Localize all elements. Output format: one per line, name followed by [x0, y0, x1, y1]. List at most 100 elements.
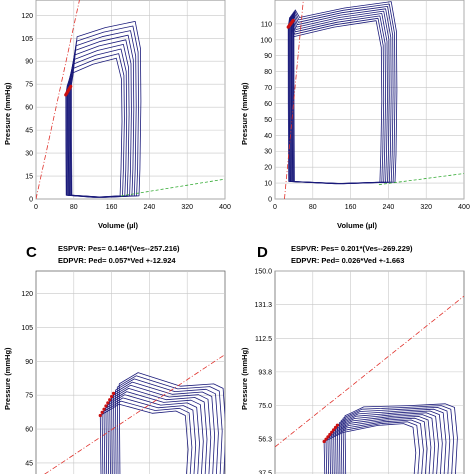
y-tick-label: 105: [21, 36, 33, 43]
y-tick-label: 0: [29, 197, 33, 204]
y-tick-label: 30: [25, 151, 33, 158]
y-tick-label: 45: [25, 460, 33, 467]
panel-d: D ESPVR: Pes= 0.201*(Ves--269.229) EDPVR…: [240, 244, 465, 474]
x-tick-label: 160: [106, 204, 118, 211]
pv-loop: [333, 414, 436, 474]
pv-loop: [338, 408, 447, 474]
y-tick-label: 100: [260, 37, 272, 44]
x-tick-label: 160: [345, 204, 357, 211]
pv-loops: [65, 21, 142, 198]
pv-loop: [113, 381, 215, 474]
y-tick-label: 56.3: [258, 437, 272, 444]
x-tick-label: 0: [273, 204, 277, 211]
end-systolic-point: [108, 398, 112, 402]
y-tick-label: 110: [261, 21, 272, 28]
panel-b: 0 10 20 30 40 50 60 70 80 90 100 110 0 80 160 240 320 40…: [240, 0, 470, 230]
y-axis-label: Pressure (mmHg): [3, 347, 12, 410]
pv-loop: [101, 400, 193, 474]
pv-loop: [331, 416, 432, 474]
end-systolic-point: [69, 84, 73, 88]
pv-loop: [103, 397, 197, 474]
x-tick-label: 400: [458, 204, 470, 211]
y-tick-label: 50: [264, 117, 272, 124]
panel-label-c: C: [26, 244, 37, 261]
y-tick-labels: 0 15 30 45 60 75 90 105 120: [21, 13, 33, 204]
y-axis-label: Pressure (mmHg): [3, 82, 12, 145]
espvr-line: [275, 295, 464, 448]
y-tick-label: 75: [25, 82, 33, 89]
panel-a: 0 15 30 45 60 75 90 105 120 0 80 160 240 320 400 Volu…: [3, 0, 231, 230]
espvr-line: [284, 0, 304, 199]
pv-loop: [325, 421, 420, 474]
y-tick-label: 150.0: [254, 269, 272, 276]
x-axis-label: Volume (µl): [98, 221, 139, 230]
end-systolic-point: [328, 432, 332, 437]
y-tick-label: 90: [264, 53, 272, 60]
pv-loop: [335, 412, 439, 474]
pv-loop: [323, 423, 417, 474]
pv-loop: [292, 3, 396, 185]
pv-loop: [327, 419, 424, 474]
x-tick-label: 240: [383, 204, 395, 211]
edpvr-equation: EDPVR: Ped= 0.057*Ved +-12.924: [58, 256, 176, 265]
y-tick-label: 30: [264, 149, 272, 156]
pv-loop: [288, 16, 385, 185]
pv-loop: [329, 417, 428, 474]
end-systolic-point: [98, 413, 102, 418]
y-tick-labels: 45 60 75 90 105 120: [21, 291, 33, 467]
x-tick-label: 320: [181, 204, 193, 211]
y-axis-label: Pressure (mmHg): [240, 347, 249, 410]
end-systolic-point: [106, 401, 110, 405]
y-tick-label: 60: [25, 427, 33, 434]
pv-loop: [290, 10, 390, 185]
espvr-line: [44, 354, 225, 474]
x-tick-label: 320: [420, 204, 432, 211]
pv-loops: [99, 372, 225, 474]
end-systolic-point: [100, 410, 104, 414]
y-tick-label: 90: [25, 59, 33, 66]
end-systolic-point: [326, 435, 330, 439]
y-tick-label: 131.3: [254, 302, 272, 309]
x-tick-label: 400: [219, 204, 231, 211]
y-tick-label: 0: [268, 197, 272, 204]
x-axis-label: Volume (µl): [337, 221, 378, 230]
end-systolic-point: [102, 407, 106, 411]
x-tick-label: 240: [144, 204, 156, 211]
pv-loop: [340, 407, 451, 474]
panel-c: C ESPVR: Pes= 0.146*(Ves--257.216) EDPVR…: [3, 244, 226, 474]
y-tick-label: 93.8: [258, 369, 272, 376]
end-systolic-point: [331, 428, 336, 432]
end-systolic-point: [111, 391, 116, 395]
end-systolic-point: [322, 439, 326, 444]
y-tick-label: 75: [25, 393, 33, 400]
pv-loop: [344, 403, 458, 474]
y-tick-labels: 37.5 56.3 75.0 93.8 112.5 131.3 150.0: [254, 269, 272, 474]
pv-loop: [118, 372, 225, 474]
fit-lines: [275, 295, 464, 448]
y-tick-label: 75.0: [258, 403, 272, 410]
end-systolic-point: [291, 18, 295, 22]
fit-lines: [44, 354, 225, 474]
panel-label-d: D: [257, 244, 268, 261]
plot-frame: [274, 270, 465, 474]
end-systolic-point: [330, 430, 334, 434]
pv-loop: [337, 410, 443, 474]
pv-loop: [289, 15, 386, 185]
y-tick-label: 112.5: [255, 336, 272, 343]
pv-loop: [111, 384, 212, 474]
pv-loop: [109, 388, 208, 474]
y-tick-label: 15: [25, 174, 33, 181]
x-tick-labels: 0 80 160 240 320 400: [34, 204, 231, 211]
y-tick-label: 45: [25, 128, 33, 135]
y-tick-label: 120: [21, 291, 33, 298]
y-tick-label: 10: [264, 181, 272, 188]
y-tick-label: 37.5: [258, 470, 272, 474]
pv-loops: [287, 1, 398, 185]
pv-loop: [291, 8, 392, 185]
y-axis-label: Pressure (mmHg): [240, 82, 249, 145]
end-systolic-point: [324, 437, 328, 441]
pv-loop: [107, 391, 204, 474]
fit-lines: [284, 0, 464, 199]
pv-loop: [116, 375, 223, 474]
